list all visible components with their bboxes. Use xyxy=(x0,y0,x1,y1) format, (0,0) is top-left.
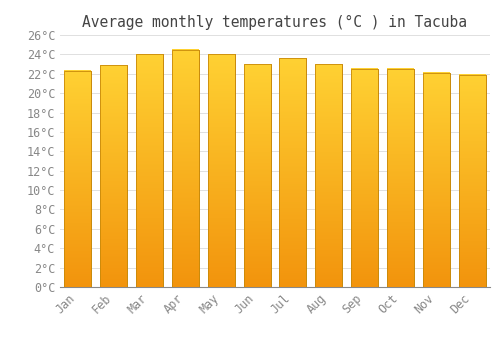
Bar xyxy=(351,69,378,287)
Bar xyxy=(172,50,199,287)
Bar xyxy=(387,69,414,287)
Bar xyxy=(280,58,306,287)
Bar xyxy=(423,73,450,287)
Bar xyxy=(280,58,306,287)
Bar xyxy=(100,65,127,287)
Bar xyxy=(172,50,199,287)
Bar xyxy=(244,64,270,287)
Bar xyxy=(136,54,163,287)
Bar xyxy=(100,65,127,287)
Bar xyxy=(458,75,485,287)
Bar xyxy=(458,75,485,287)
Bar xyxy=(136,54,163,287)
Bar xyxy=(351,69,378,287)
Bar xyxy=(64,71,92,287)
Bar xyxy=(208,54,234,287)
Bar xyxy=(244,64,270,287)
Title: Average monthly temperatures (°C ) in Tacuba: Average monthly temperatures (°C ) in Ta… xyxy=(82,15,468,30)
Bar xyxy=(208,54,234,287)
Bar xyxy=(316,64,342,287)
Bar xyxy=(316,64,342,287)
Bar xyxy=(423,73,450,287)
Bar xyxy=(64,71,92,287)
Bar xyxy=(387,69,414,287)
